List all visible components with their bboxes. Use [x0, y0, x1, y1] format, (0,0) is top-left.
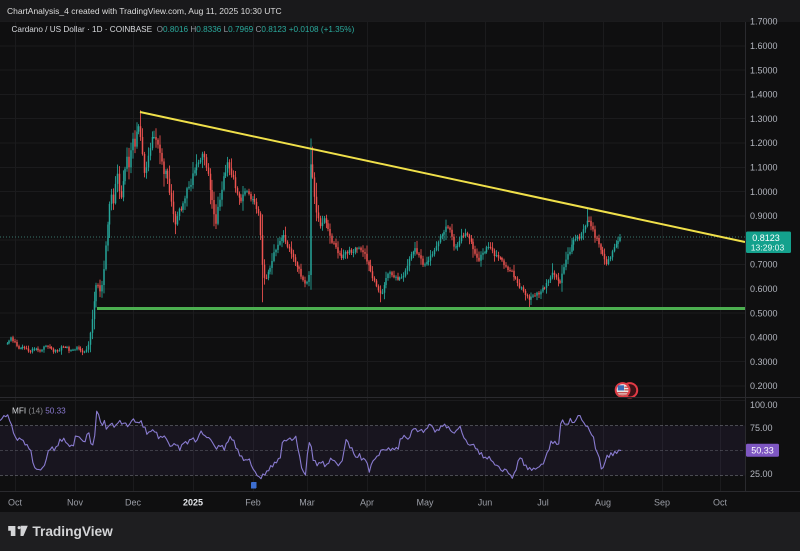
svg-text:Apr: Apr	[360, 497, 374, 507]
svg-text:1.6000: 1.6000	[750, 41, 778, 51]
svg-text:0.5000: 0.5000	[750, 308, 778, 318]
svg-text:1.3000: 1.3000	[750, 114, 778, 124]
svg-text:Dec: Dec	[125, 497, 142, 507]
svg-text:0.6000: 0.6000	[750, 284, 778, 294]
svg-text:0.8123: 0.8123	[752, 233, 780, 243]
svg-text:Oct: Oct	[8, 497, 23, 507]
svg-text:0.7000: 0.7000	[750, 260, 778, 270]
svg-text:1.4000: 1.4000	[750, 90, 778, 100]
svg-text:25.00: 25.00	[750, 469, 773, 479]
svg-text:1.0000: 1.0000	[750, 187, 778, 197]
svg-text:Mar: Mar	[299, 497, 315, 507]
svg-text:13:29:03: 13:29:03	[751, 242, 785, 252]
svg-text:Jun: Jun	[478, 497, 493, 507]
svg-text:1.1000: 1.1000	[750, 163, 778, 173]
svg-text:0.4000: 0.4000	[750, 333, 778, 343]
svg-text:Jul: Jul	[537, 497, 549, 507]
svg-text:1.7000: 1.7000	[750, 17, 778, 27]
svg-text:Cardano / US Dollar · 1D · COI: Cardano / US Dollar · 1D · COINBASE O0.8…	[12, 25, 355, 34]
svg-text:1.5000: 1.5000	[750, 65, 778, 75]
svg-text:Feb: Feb	[245, 497, 261, 507]
svg-text:ChartAnalysis_4 created with T: ChartAnalysis_4 created with TradingView…	[7, 6, 282, 16]
svg-text:MFI (14) 50.33: MFI (14) 50.33	[12, 407, 66, 416]
svg-text:Nov: Nov	[67, 497, 84, 507]
svg-text:0.2000: 0.2000	[750, 381, 778, 391]
svg-text:Sep: Sep	[654, 497, 670, 507]
svg-text:0.9000: 0.9000	[750, 211, 778, 221]
svg-text:Oct: Oct	[713, 497, 728, 507]
svg-text:0.3000: 0.3000	[750, 357, 778, 367]
svg-text:May: May	[416, 497, 434, 507]
svg-text:2025: 2025	[183, 497, 203, 507]
svg-text:1.2000: 1.2000	[750, 138, 778, 148]
svg-text:100.00: 100.00	[750, 400, 778, 410]
svg-text:Aug: Aug	[595, 497, 611, 507]
svg-text:75.00: 75.00	[750, 423, 773, 433]
svg-text:50.33: 50.33	[751, 446, 774, 456]
svg-text:TradingView: TradingView	[32, 524, 113, 539]
